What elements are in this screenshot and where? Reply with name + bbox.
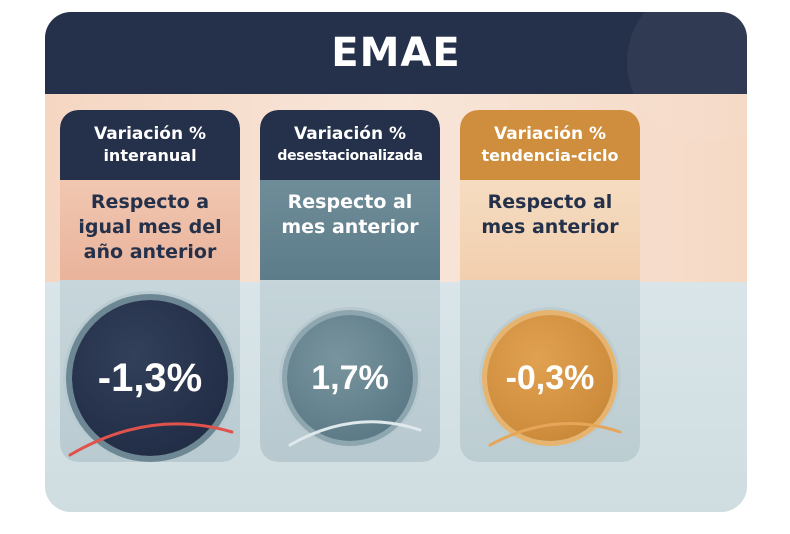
value-badge: -0,3% <box>487 315 613 441</box>
value-badge: -1,3% <box>72 300 228 456</box>
column-description: Respecto a igual mes del año anterior <box>60 180 240 280</box>
header-bar: EMAE <box>45 12 747 142</box>
value-text: 1,7% <box>311 358 389 397</box>
column-header: Variación % desestacionalizada <box>260 110 440 180</box>
column-title-line2: interanual <box>103 146 197 165</box>
column-value-area: 1,7% <box>260 280 440 462</box>
column-description-text: Respecto al mes anterior <box>281 191 419 238</box>
value-badge: 1,7% <box>287 315 413 441</box>
page-title: EMAE <box>331 30 461 76</box>
column-title-line1: Variación % <box>493 124 607 144</box>
column-header: Variación % tendencia-ciclo <box>460 110 640 180</box>
column-title-line2: desestacionalizada <box>277 148 423 164</box>
column-title-line1: Variación % <box>93 124 207 144</box>
column-value-area: -0,3% <box>460 280 640 462</box>
value-text: -0,3% <box>505 358 595 397</box>
column-description-text: Respecto a igual mes del año anterior <box>78 191 222 263</box>
column-header: Variación % interanual <box>60 110 240 180</box>
column-description: Respecto al mes anterior <box>260 180 440 280</box>
column-description: Respecto al mes anterior <box>460 180 640 280</box>
column-description-text: Respecto al mes anterior <box>481 191 619 238</box>
column-interanual: Variación % interanual Respecto a igual … <box>60 110 240 462</box>
column-title-line1: Variación % <box>293 124 407 144</box>
value-text: -1,3% <box>97 355 203 400</box>
column-value-area: -1,3% <box>60 280 240 462</box>
column-desestacionalizada: Variación % desestacionalizada Respecto … <box>260 110 440 462</box>
column-tendencia-ciclo: Variación % tendencia-ciclo Respecto al … <box>460 110 640 462</box>
column-title-line2: tendencia-ciclo <box>481 146 619 165</box>
